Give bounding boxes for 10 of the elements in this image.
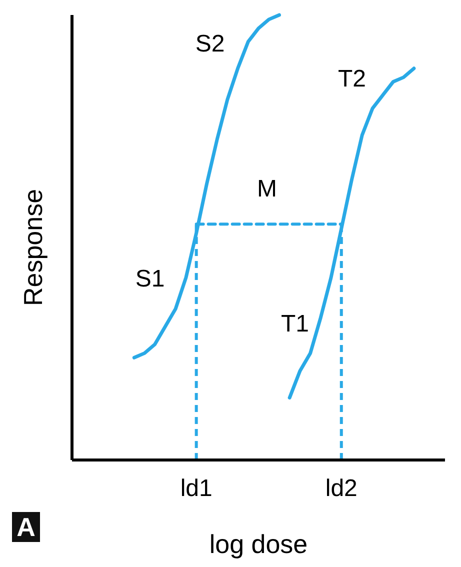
x-tick-label: ld2 [325, 475, 358, 502]
annotation: S2 [195, 30, 225, 58]
x-axis-title: log dose [209, 529, 308, 559]
annotation: T1 [280, 310, 310, 338]
annotation: M [257, 175, 277, 202]
text: A [16, 512, 36, 542]
annotation: T2 [338, 65, 366, 92]
y-axis-title: Response [18, 188, 48, 306]
annotation: S1 [135, 265, 165, 292]
x-tick-label: ld1 [180, 475, 212, 502]
